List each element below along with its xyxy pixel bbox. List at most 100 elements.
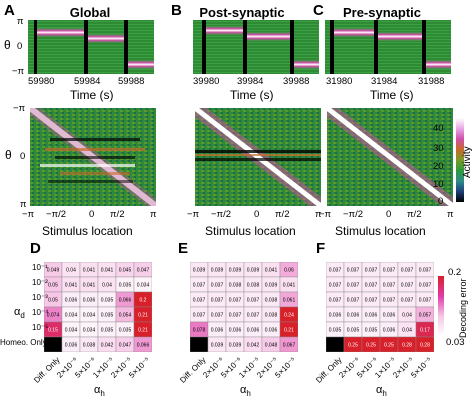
heatmap-cell-label: 0.036	[383, 313, 396, 319]
heatmap-cell-label: 0.037	[193, 313, 206, 319]
alpha-h-symbol: α	[240, 384, 247, 396]
heatmap-cell-label: 0.04	[402, 313, 412, 319]
heatmap-cell-label: 0.037	[211, 283, 224, 289]
panel-label-D: D	[30, 240, 41, 257]
heatmap-cell-label: 0.037	[383, 268, 396, 274]
heatmap-cell-label: 0.035	[119, 283, 132, 289]
stim-tick: −π/2	[46, 209, 67, 220]
alpha-h-symbol: α	[94, 384, 101, 396]
heatmap-cell-label: 0.039	[193, 268, 206, 274]
alpha-h-sub: h	[382, 389, 387, 399]
heatmap-cell-label: 0.036	[65, 343, 78, 349]
heatmap-cell-label: 0.04	[402, 328, 412, 334]
time-axis-label-A: Time (s)	[70, 88, 114, 102]
raster-ytick-pi: π	[17, 16, 24, 27]
heatmap-cell-label: 0.17	[420, 328, 430, 334]
heatmap-cell-label: 0.036	[265, 328, 278, 334]
heatmap-cell-label: 0.21	[138, 313, 148, 319]
time-tick-B3: 39988	[283, 76, 310, 87]
heatmap-cell-label: 0.04	[102, 283, 112, 289]
heatmap-cell-label: 0.05	[48, 298, 58, 304]
heatmap-cell-label: 0.037	[401, 268, 414, 274]
alpha-d-label: αd	[14, 306, 25, 320]
panel-label-F: F	[316, 240, 326, 257]
matrix-ytick-zero: 0	[20, 151, 26, 162]
heatmap-cell-label: 0.037	[193, 298, 206, 304]
alpha-d-symbol: α	[14, 306, 21, 318]
heatmap-cell-label: 0.041	[83, 268, 96, 274]
time-tick-A1: 59980	[28, 76, 55, 87]
heatmap-cell	[44, 336, 63, 352]
heatmap-cell-label: 0.039	[211, 343, 224, 349]
activity-tick-40: 40	[433, 123, 444, 134]
heatmap-cell	[190, 336, 209, 352]
heatmap-cell-label: 0.05	[48, 283, 58, 289]
alpha-h-label-D: αh	[94, 384, 105, 398]
error-tick-min: 0.03	[446, 337, 465, 348]
heatmap-cell-label: 0.037	[365, 298, 378, 304]
heatmap-cell-label: 0.035	[101, 313, 114, 319]
heatmap-cell	[326, 336, 345, 352]
stim-axis-label-B: Stimulus location	[205, 224, 296, 238]
heatmap-cell-label: 0.037	[347, 298, 360, 304]
heatmap-cell-label: 0.04	[66, 268, 76, 274]
row-label: 10⁻⁴	[32, 308, 49, 317]
heatmap-cell-label: 0.041	[65, 283, 78, 289]
heatmap-cell-label: 0.037	[383, 283, 396, 289]
heatmap-cell-label: 0.06	[284, 268, 294, 274]
heatmap-cell-label: 0.15	[48, 328, 58, 334]
heatmap-cell-label: 0.037	[401, 283, 414, 289]
heatmap-cell-label: 0.037	[211, 313, 224, 319]
heatmap-cell-label: 0.036	[247, 328, 260, 334]
heatmap-cell-label: 0.2	[140, 298, 147, 304]
matrix-ytick-pi: π	[20, 199, 27, 210]
stim-tick: 0	[254, 209, 260, 220]
heatmap-E: 0.039 0.039 0.039 0.039 0.041 0.06 0.037 0.037 0…	[190, 262, 298, 352]
stim-ticks-B: −π −π/2 0 π/2 π	[187, 210, 327, 222]
heatmap-cell-label: 0.038	[247, 283, 260, 289]
panel-title-pre-synaptic: Pre-synaptic	[342, 5, 422, 20]
heatmap-cell-label: 0.037	[419, 283, 432, 289]
alpha-h-label-F: αh	[376, 384, 387, 398]
heatmap-cell-label: 0.037	[419, 268, 432, 274]
heatmap-cell-label: 0.28	[420, 343, 430, 349]
heatmap-cell-label: 0.24	[284, 313, 294, 319]
stim-tick: π	[447, 209, 454, 220]
heatmap-cell-label: 0.25	[384, 343, 394, 349]
stim-tick: 0	[89, 209, 95, 220]
heatmap-cell-label: 0.034	[65, 313, 78, 319]
heatmap-cell-label: 0.037	[247, 313, 260, 319]
stim-tick: π/2	[407, 209, 422, 220]
heatmap-cell-label: 0.036	[65, 298, 78, 304]
stim-tick: −π	[319, 209, 332, 220]
heatmap-cell	[133, 336, 152, 352]
row-label: 10⁻³	[32, 293, 48, 302]
heatmap-cell	[415, 336, 434, 352]
heatmap-cell-label: 0.035	[329, 328, 342, 334]
heatmap-cell-label: 0.041	[283, 283, 296, 289]
heatmap-cell-label: 0.037	[365, 283, 378, 289]
heatmap-cell-label: 0.037	[347, 268, 360, 274]
heatmap-cell-label: 0.036	[211, 328, 224, 334]
alpha-h-label-E: αh	[240, 384, 251, 398]
heatmap-cell-label: 0.049	[47, 268, 60, 274]
row-label: Homeo. Only	[0, 338, 47, 347]
matrix-ylabel-theta: θ	[5, 148, 12, 162]
time-tick-C3: 31988	[418, 76, 445, 87]
heatmap-cell-label: 0.042	[247, 343, 260, 349]
raster-post-synaptic	[193, 20, 319, 74]
heatmap-cell-label: 0.037	[193, 283, 206, 289]
heatmap-cell-label: 0.21	[284, 328, 294, 334]
time-tick-C2: 31984	[371, 76, 398, 87]
stim-tick: −π	[187, 209, 200, 220]
heatmap-cell-label: 0.035	[101, 328, 114, 334]
heatmap-cell-label: 0.041	[101, 268, 114, 274]
heatmap-cell-label: 0.045	[119, 268, 132, 274]
stim-tick: 0	[386, 209, 392, 220]
heatmap-cell-label: 0.037	[329, 298, 342, 304]
activity-tick-0: 0	[438, 196, 444, 207]
matrix-post-synaptic	[195, 108, 321, 206]
raster-ytick-minus-pi: −π	[12, 66, 25, 77]
time-axis-label-C: Time (s)	[370, 88, 414, 102]
error-tick-max: 0.2	[448, 267, 462, 278]
